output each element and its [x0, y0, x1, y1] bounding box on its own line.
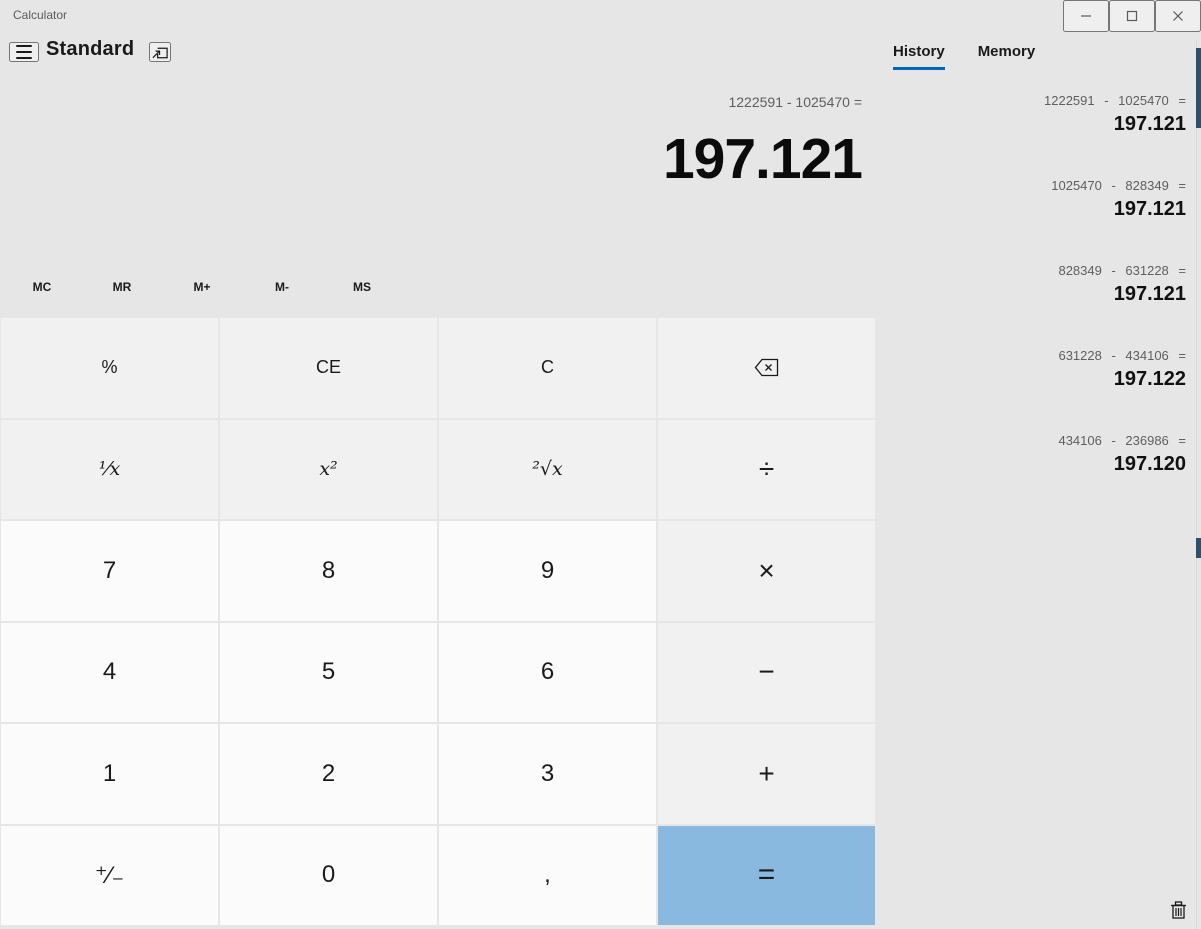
scrollbar-thumb[interactable]: [1196, 48, 1201, 128]
history-expression: 1222591 - 1025470 =: [1044, 93, 1186, 108]
history-item[interactable]: 828349 - 631228 = 197.121: [880, 263, 1186, 306]
history-result: 197.121: [1113, 283, 1186, 305]
decimal-separator-button[interactable]: ,: [439, 825, 656, 925]
equals-button[interactable]: =: [658, 825, 875, 925]
history-expression: 828349 - 631228 =: [1058, 263, 1186, 278]
history-expression: 631228 - 434106 =: [1058, 348, 1186, 363]
square-root-button[interactable]: ²√x: [439, 419, 656, 519]
memory-clear-button[interactable]: MC: [2, 272, 82, 302]
digit-3-button[interactable]: 3: [439, 724, 656, 824]
digit-1-button[interactable]: 1: [1, 724, 218, 824]
close-icon: [1173, 11, 1183, 21]
keep-on-top-button[interactable]: [149, 42, 171, 62]
digit-8-button[interactable]: 8: [220, 521, 437, 621]
history-expression: 1025470 - 828349 =: [1051, 178, 1186, 193]
history-item[interactable]: 1222591 - 1025470 = 197.121: [880, 93, 1186, 136]
maximize-icon: [1126, 10, 1138, 22]
scrollbar-thumb[interactable]: [1196, 538, 1201, 558]
history-list: 1222591 - 1025470 = 197.121 1025470 - 82…: [880, 93, 1186, 518]
backspace-button[interactable]: [658, 318, 875, 418]
title-bar[interactable]: Calculator: [0, 0, 1201, 32]
history-expression: 434106 - 236986 =: [1058, 433, 1186, 448]
square-button[interactable]: x²: [220, 419, 437, 519]
app-title: Calculator: [13, 8, 68, 22]
tab-history[interactable]: History: [893, 43, 945, 70]
memory-button-row: MC MR M+ M- MS: [2, 272, 402, 302]
memory-subtract-button[interactable]: M-: [242, 272, 322, 302]
digit-4-button[interactable]: 4: [1, 622, 218, 722]
minus-button[interactable]: −: [658, 622, 875, 722]
clear-button[interactable]: C: [439, 318, 656, 418]
digit-5-button[interactable]: 5: [220, 622, 437, 722]
clear-entry-button[interactable]: CE: [220, 318, 437, 418]
minimize-button[interactable]: [1063, 0, 1109, 32]
close-button[interactable]: [1155, 0, 1201, 32]
plus-button[interactable]: +: [658, 724, 875, 824]
digit-2-button[interactable]: 2: [220, 724, 437, 824]
divide-button[interactable]: ÷: [658, 419, 875, 519]
history-result: 197.121: [1113, 198, 1186, 220]
multiply-button[interactable]: ×: [658, 521, 875, 621]
hamburger-icon: [16, 45, 32, 47]
percent-button[interactable]: %: [1, 318, 218, 418]
keep-on-top-icon: [152, 47, 168, 58]
tab-memory[interactable]: Memory: [977, 43, 1036, 60]
backspace-icon: [754, 359, 779, 377]
digit-0-button[interactable]: 0: [220, 825, 437, 925]
clear-history-button[interactable]: [1167, 899, 1189, 921]
minimize-icon: [1081, 15, 1091, 17]
history-result: 197.122: [1113, 368, 1186, 390]
keypad: % CE C ¹⁄x x² ²√x ÷ 7 8 9 × 4 5 6 − 1 2 …: [1, 318, 875, 925]
digit-7-button[interactable]: 7: [1, 521, 218, 621]
mode-title: Standard: [46, 38, 135, 60]
history-result: 197.121: [1113, 113, 1186, 135]
memory-store-button[interactable]: MS: [322, 272, 402, 302]
window-controls: [1063, 0, 1201, 32]
reciprocal-button[interactable]: ¹⁄x: [1, 419, 218, 519]
menu-button[interactable]: [9, 42, 39, 62]
maximize-button[interactable]: [1109, 0, 1155, 32]
history-item[interactable]: 1025470 - 828349 = 197.121: [880, 178, 1186, 221]
history-item[interactable]: 631228 - 434106 = 197.122: [880, 348, 1186, 391]
digit-9-button[interactable]: 9: [439, 521, 656, 621]
display-expression: 1222591 - 1025470 =: [728, 94, 862, 110]
history-result: 197.120: [1113, 453, 1186, 475]
history-item[interactable]: 434106 - 236986 = 197.120: [880, 433, 1186, 476]
memory-recall-button[interactable]: MR: [82, 272, 162, 302]
memory-add-button[interactable]: M+: [162, 272, 242, 302]
scrollbar-track: [1196, 40, 1197, 929]
negate-button[interactable]: ⁺⁄₋: [1, 825, 218, 925]
display-value: 197.121: [662, 127, 863, 191]
panel-tabs: History Memory: [893, 43, 1035, 70]
trash-icon: [1170, 901, 1186, 919]
digit-6-button[interactable]: 6: [439, 622, 656, 722]
